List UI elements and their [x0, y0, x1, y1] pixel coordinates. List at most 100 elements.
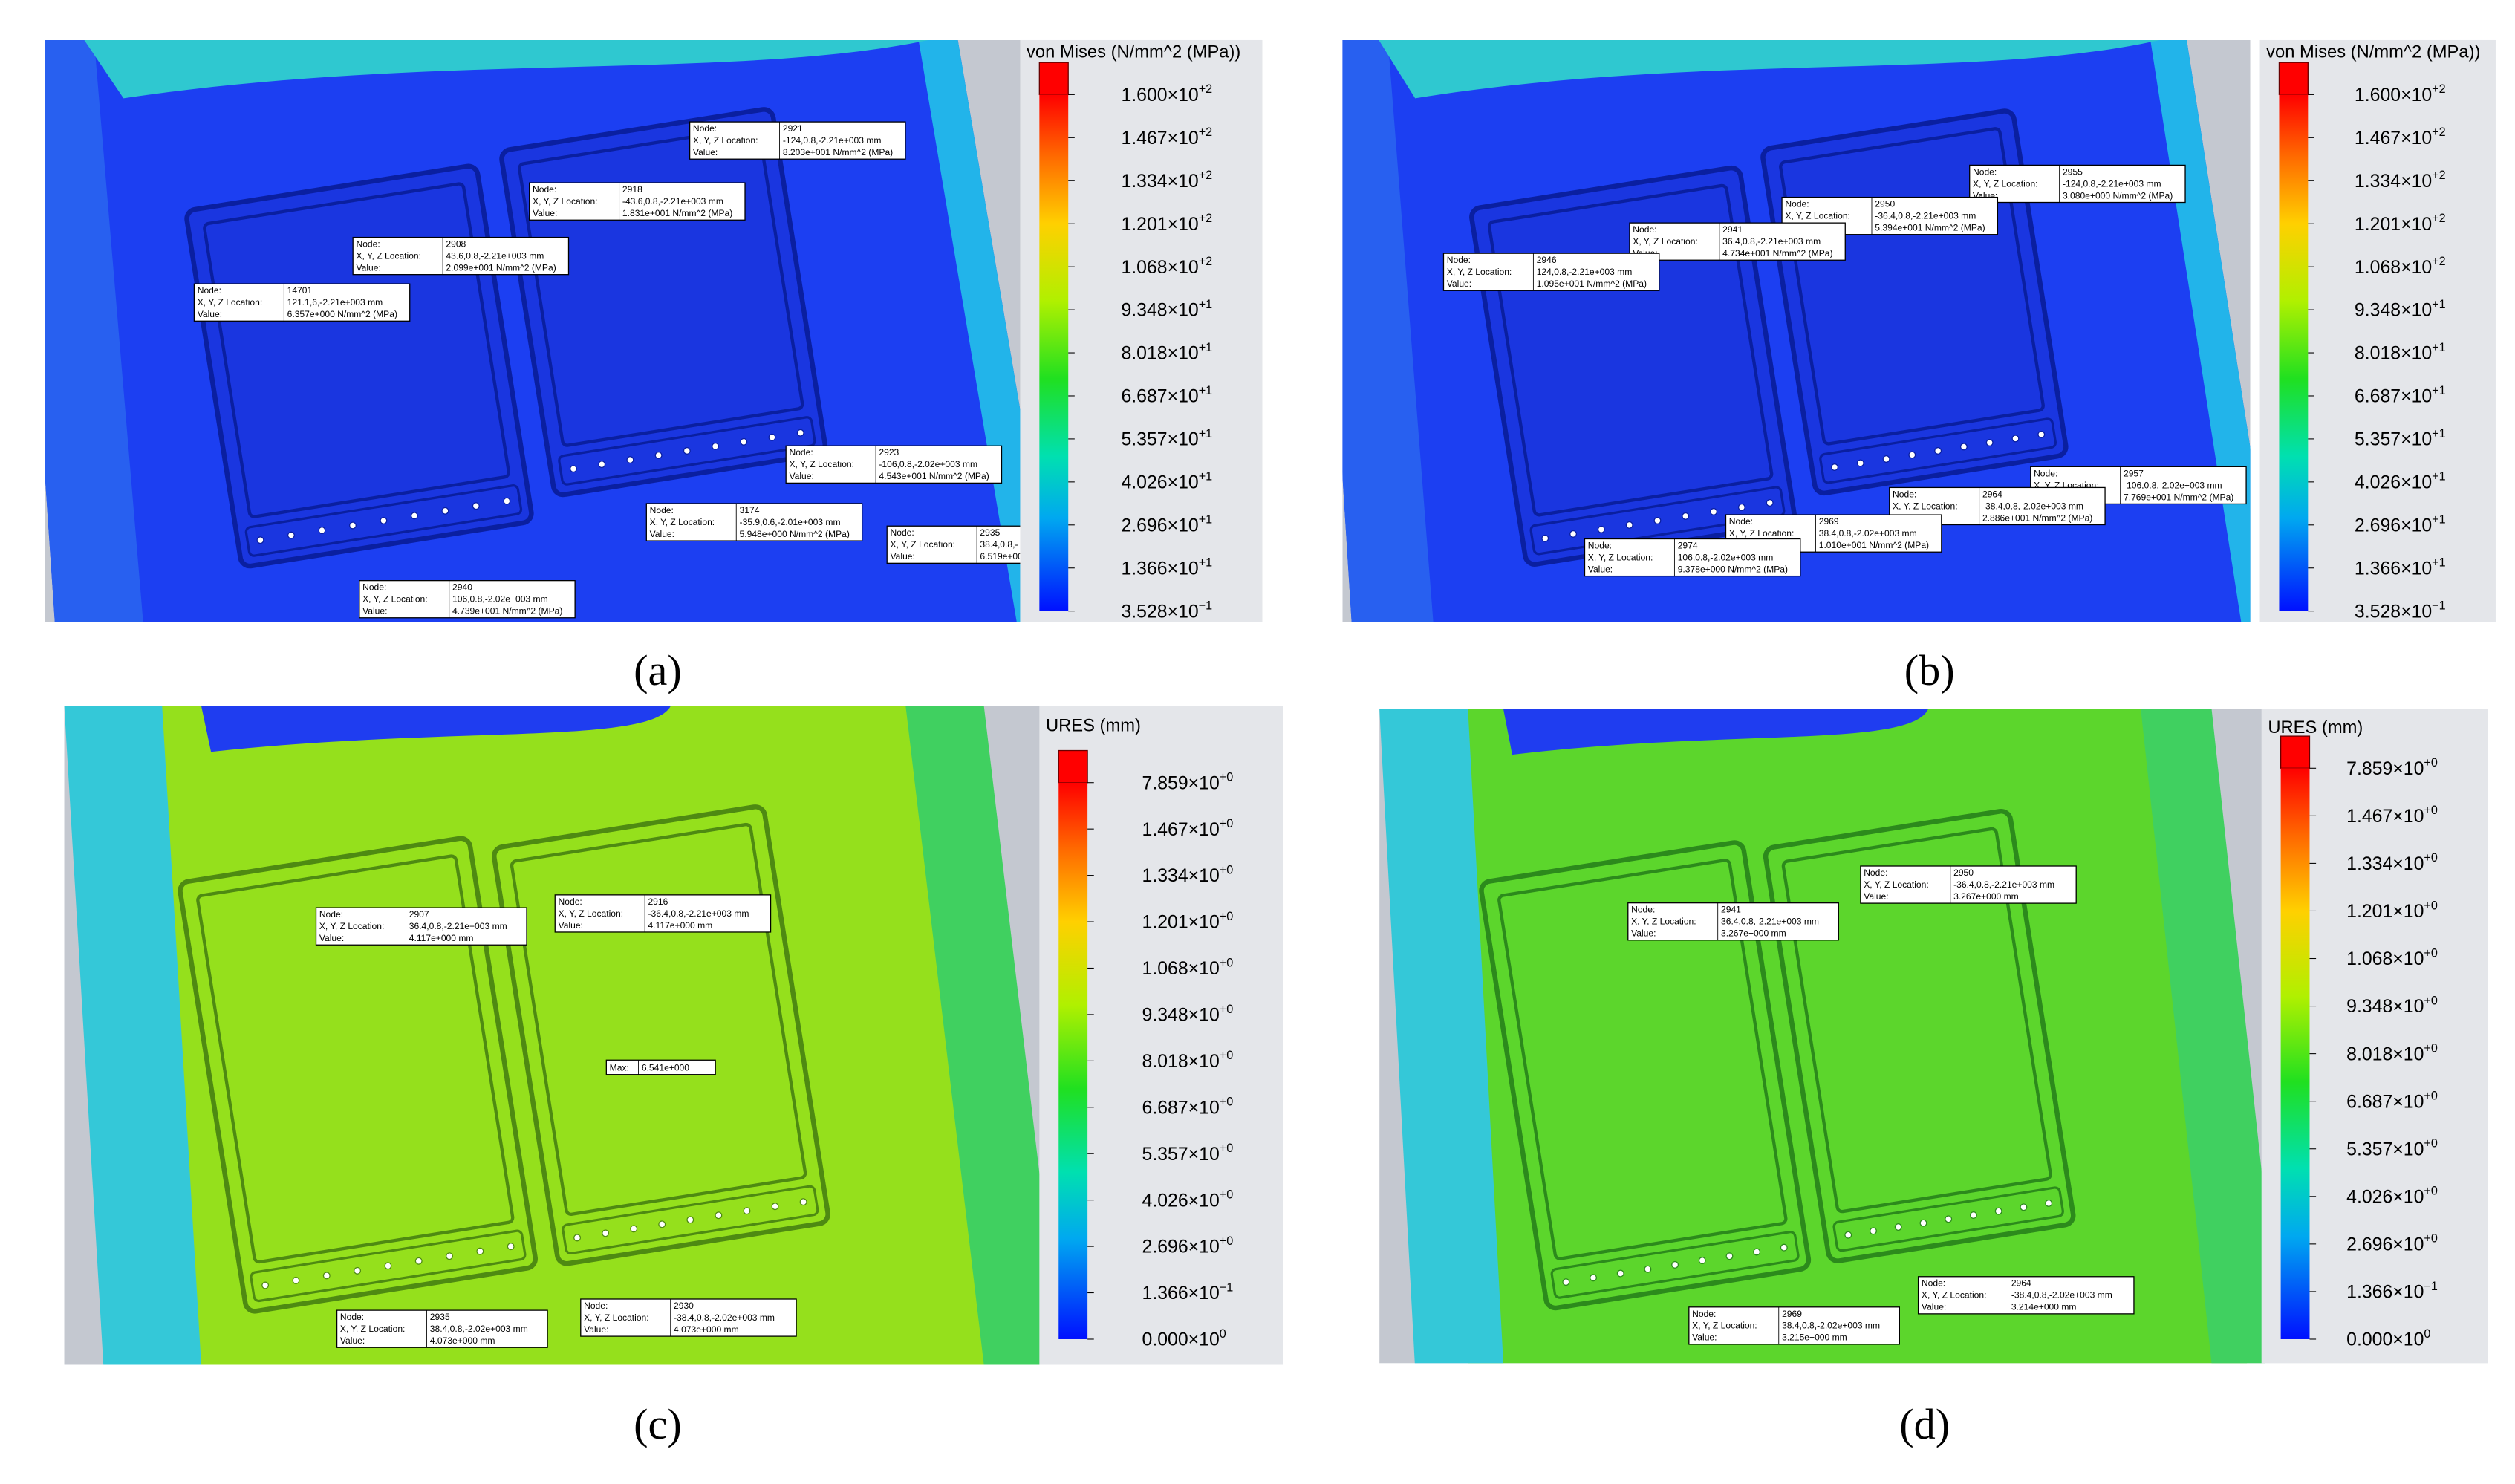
legend-exponent: +1 — [1199, 513, 1212, 527]
probe-label: Value: — [198, 309, 222, 319]
pin — [2020, 1203, 2028, 1211]
legend-exponent: +1 — [1199, 470, 1212, 484]
legend-exponent: +0 — [1220, 1049, 1233, 1062]
legend-mantissa: 2.696×10 — [1121, 515, 1198, 536]
probe-label: Node: — [1633, 224, 1656, 235]
pin — [287, 531, 295, 539]
probe-label: X, Y, Z Location: — [1973, 178, 2038, 189]
probe-value: 2950 — [1875, 199, 1895, 209]
legend-label: 7.859×10+0 — [2346, 756, 2438, 779]
legend-exponent: −1 — [1220, 1280, 1233, 1294]
pin — [441, 507, 449, 515]
legend-exponent: +0 — [2424, 946, 2437, 960]
legend-label: 6.687×10+1 — [1121, 384, 1212, 407]
legend-label: 1.467×10+2 — [2355, 126, 2446, 149]
caption: (b) — [1904, 646, 1955, 694]
legend-label: 1.366×10−1 — [1142, 1280, 1234, 1304]
legend-label: 2.696×10+1 — [1121, 513, 1212, 536]
legend-exponent: +1 — [1199, 556, 1212, 570]
probe-label: Value: — [356, 262, 380, 273]
probe-box — [1584, 538, 1801, 577]
pin — [796, 429, 804, 437]
probe-label: Value: — [559, 920, 583, 931]
pin — [348, 521, 357, 530]
probe-label: Node: — [2034, 468, 2057, 478]
legend-exponent: +2 — [2432, 255, 2445, 268]
legend-exponent: +0 — [1220, 771, 1233, 784]
caption: (c) — [634, 1400, 682, 1448]
probe-value: 2946 — [1537, 255, 1557, 265]
probe-value: 2969 — [1819, 516, 1839, 527]
legend-label: 9.348×10+1 — [2355, 298, 2446, 321]
frame — [1479, 840, 1812, 1311]
probes: Node: 2950 X, Y, Z Location: -36.4,0.8,-2.2… — [1627, 865, 2135, 1345]
legend-exponent: +0 — [2424, 756, 2437, 769]
legend-label: 9.348×10+1 — [1121, 298, 1212, 321]
pin — [658, 1220, 666, 1228]
legend-mantissa: 1.366×10 — [2346, 1283, 2424, 1303]
legend-exponent: +0 — [1220, 1234, 1233, 1248]
pin — [1653, 516, 1662, 524]
pin — [1766, 499, 1774, 507]
max-value: 6.541e+000 — [642, 1063, 689, 1073]
probe-value: 8.203e+001 N/mm^2 (MPa) — [783, 147, 893, 157]
probe-box — [689, 121, 906, 160]
frame-inner — [1497, 859, 1788, 1260]
legend-mantissa: 4.026×10 — [1142, 1191, 1220, 1211]
legend-exponent: +1 — [1199, 298, 1212, 311]
pin — [1870, 1227, 1877, 1235]
legend-exponent: +0 — [2424, 1090, 2437, 1103]
legend-label: 1.334×10+2 — [2355, 169, 2446, 192]
probe-label: X, Y, Z Location: — [891, 539, 956, 550]
probe-label: Node: — [1922, 1278, 1945, 1289]
legend-label: 7.859×10+0 — [1142, 771, 1234, 794]
probe-value: 4.073e+000 mm — [674, 1324, 739, 1335]
legend-exponent: −1 — [1199, 599, 1212, 613]
probe-value: 1.010e+001 N/mm^2 (MPa) — [1819, 540, 1929, 550]
pin — [1856, 459, 1864, 467]
probe-box — [193, 283, 411, 322]
legend-label: 2.696×10+0 — [1142, 1234, 1234, 1257]
probe-label: Node: — [1588, 540, 1612, 550]
probe-label: X, Y, Z Location: — [1588, 552, 1653, 562]
pin — [1945, 1215, 1953, 1223]
probe-value: 2918 — [622, 184, 642, 195]
probe-value: 6.357e+000 N/mm^2 (MPa) — [287, 309, 397, 319]
pin — [1597, 525, 1605, 533]
pin — [771, 1203, 779, 1211]
legend-label: 1.334×10+2 — [1121, 169, 1212, 192]
probe-value: 4.117e+000 mm — [648, 920, 712, 931]
frame-inner — [196, 854, 515, 1264]
probe-value: 36.4,0.8,-2.21e+003 mm — [1721, 917, 1819, 927]
legend-label: 1.068×10+2 — [1121, 255, 1212, 278]
legend-label: 4.026×10+0 — [2346, 1185, 2438, 1208]
legend-label: 1.201×10+0 — [1142, 910, 1234, 933]
legend-mantissa: 1.467×10 — [1142, 820, 1220, 840]
pin — [1710, 507, 1718, 515]
probe-label: X, Y, Z Location: — [533, 196, 598, 206]
legend-label: 4.026×10+1 — [2355, 470, 2446, 493]
plate-edge — [905, 706, 1043, 1365]
probe-box — [359, 580, 576, 619]
legend-label: 1.366×10+1 — [1121, 556, 1212, 579]
probe-label: Value: — [650, 529, 674, 539]
frame-inner — [1779, 127, 2045, 446]
legend-label: 6.687×10+0 — [2346, 1090, 2438, 1113]
probe-label: X, Y, Z Location: — [1785, 211, 1850, 221]
probe-value: 4.739e+001 N/mm^2 (MPa) — [452, 606, 562, 616]
legend-label: 5.357×10+1 — [1121, 427, 1212, 450]
legend-mantissa: 3.528×10 — [1121, 602, 1198, 622]
pin — [598, 461, 606, 469]
frame-inner — [203, 182, 511, 518]
probe-label: Node: — [891, 527, 914, 538]
legend-mantissa: 5.357×10 — [2346, 1139, 2424, 1159]
probe-box — [529, 182, 746, 221]
legend-mantissa: 1.467×10 — [2355, 128, 2432, 149]
legend-label: 1.201×10+2 — [1121, 212, 1212, 235]
pin — [2011, 435, 2020, 443]
probe-value: 2964 — [2011, 1278, 2031, 1289]
frame-inner — [1781, 827, 2052, 1214]
legend-max-box — [1058, 749, 1088, 784]
top-region — [201, 706, 671, 752]
legend-exponent: +2 — [1199, 212, 1212, 225]
